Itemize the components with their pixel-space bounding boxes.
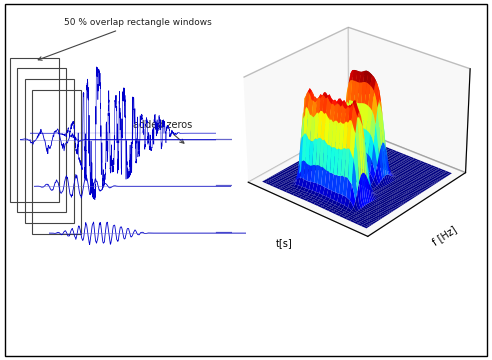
Bar xyxy=(25,79,74,223)
Text: FFT: FFT xyxy=(273,134,296,144)
Bar xyxy=(10,58,59,202)
Text: FFT: FFT xyxy=(273,227,296,237)
Bar xyxy=(17,68,66,212)
Bar xyxy=(32,90,81,234)
Text: added zeros: added zeros xyxy=(133,120,192,143)
Y-axis label: f [Hz]: f [Hz] xyxy=(430,224,459,247)
Text: FFT: FFT xyxy=(273,180,296,190)
Text: STFT: STFT xyxy=(354,152,391,165)
Text: 50 % overlap rectangle windows: 50 % overlap rectangle windows xyxy=(38,18,212,60)
X-axis label: t[s]: t[s] xyxy=(276,238,292,248)
